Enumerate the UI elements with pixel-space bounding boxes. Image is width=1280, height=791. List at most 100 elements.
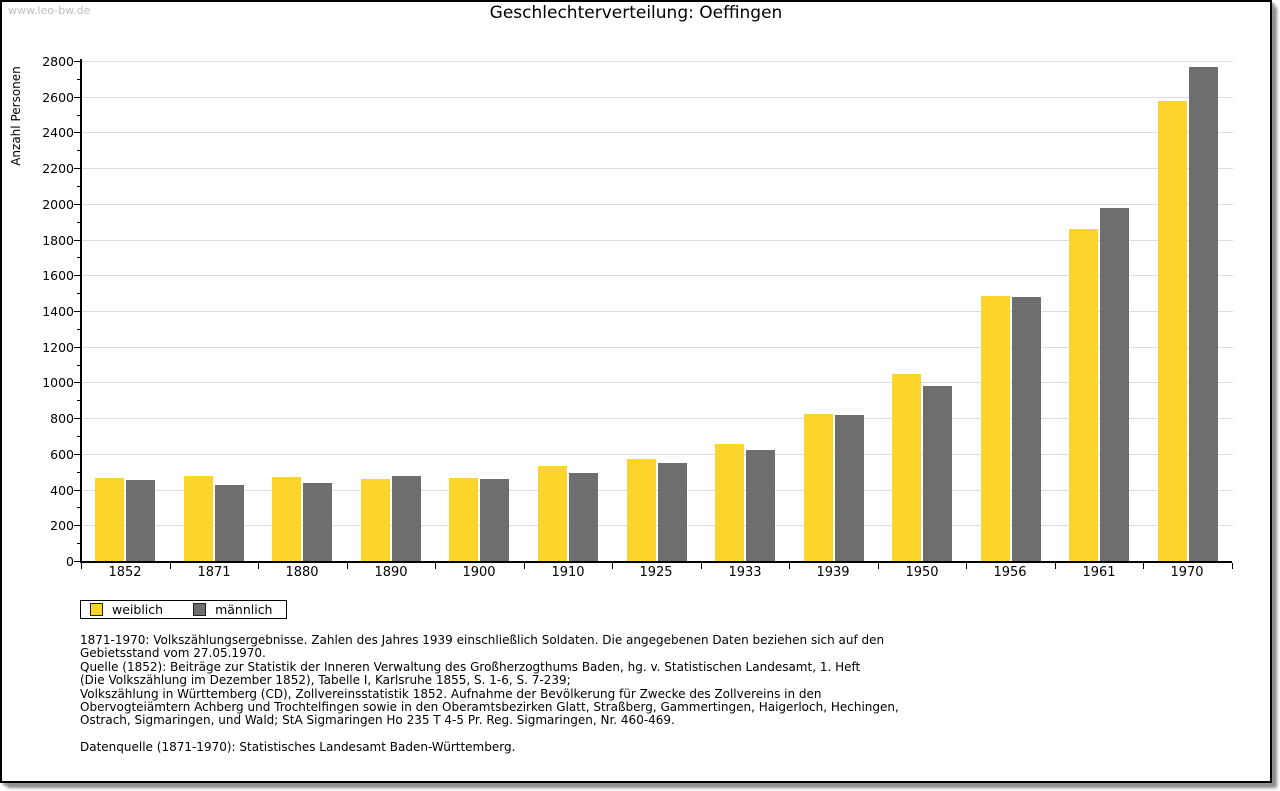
x-category-label: 1956 <box>993 565 1027 580</box>
y-tick <box>74 418 81 419</box>
x-tick <box>1055 563 1056 569</box>
y-minor-tick <box>77 222 81 223</box>
y-tick-label: 0 <box>66 554 74 569</box>
y-gridline <box>82 61 1233 62</box>
y-gridline <box>82 204 1233 205</box>
y-gridline <box>82 132 1233 133</box>
bar-weiblich-1933 <box>715 444 744 561</box>
x-category-label: 1880 <box>285 565 319 580</box>
y-gridline <box>82 168 1233 169</box>
footnote-line: Quelle (1852): Beiträge zur Statistik de… <box>80 659 861 674</box>
x-category-label: 1950 <box>905 565 939 580</box>
bar-weiblich-1956 <box>981 296 1010 561</box>
footnote-line: Obervogteiämtern Achberg und Trochtelfin… <box>80 700 899 715</box>
x-category-label: 1871 <box>197 565 231 580</box>
y-minor-tick <box>77 329 81 330</box>
bar-maennlich-1871 <box>215 485 244 561</box>
x-axis-line <box>80 561 1232 563</box>
bar-maennlich-1956 <box>1012 297 1041 561</box>
y-tick <box>74 240 81 241</box>
bar-maennlich-1852 <box>126 480 155 561</box>
legend-label-weiblich: weiblich <box>112 602 164 617</box>
bar-weiblich-1852 <box>95 478 124 561</box>
bar-weiblich-1880 <box>272 477 301 561</box>
y-gridline <box>82 382 1233 383</box>
bar-weiblich-1910 <box>538 466 567 561</box>
y-tick-label: 2600 <box>42 90 74 105</box>
x-tick <box>258 563 259 569</box>
x-category-label: 1961 <box>1082 565 1116 580</box>
x-tick <box>435 563 436 569</box>
y-minor-tick <box>77 507 81 508</box>
y-tick <box>74 382 81 383</box>
y-gridline <box>82 525 1233 526</box>
x-category-label: 1939 <box>816 565 850 580</box>
y-axis-label: Anzahl Personen <box>9 66 23 166</box>
y-tick <box>74 561 81 562</box>
bar-weiblich-1871 <box>184 476 213 561</box>
y-minor-tick <box>77 293 81 294</box>
y-tick-label: 1400 <box>42 304 74 319</box>
y-tick-label: 1600 <box>42 268 74 283</box>
x-category-label: 1910 <box>551 565 585 580</box>
y-tick-label: 200 <box>50 518 74 533</box>
footnote-line: Volkszählung in Württemberg (CD), Zollve… <box>80 686 822 701</box>
bar-maennlich-1890 <box>392 476 421 561</box>
x-tick <box>81 563 82 569</box>
bar-weiblich-1939 <box>804 414 833 561</box>
y-gridline <box>82 418 1233 419</box>
footnote-line: Gebietsstand vom 27.05.1970. <box>80 646 266 661</box>
y-tick <box>74 347 81 348</box>
y-tick-label: 400 <box>50 483 74 498</box>
y-tick <box>74 132 81 133</box>
y-minor-tick <box>77 150 81 151</box>
bar-maennlich-1880 <box>303 483 332 561</box>
maennlich-swatch-icon <box>193 603 207 616</box>
y-tick-label: 1200 <box>42 340 74 355</box>
x-tick <box>1143 563 1144 569</box>
y-minor-tick <box>77 115 81 116</box>
y-tick-label: 2400 <box>42 125 74 140</box>
y-minor-tick <box>77 543 81 544</box>
x-category-label: 1933 <box>728 565 762 580</box>
bar-weiblich-1950 <box>892 374 921 561</box>
y-tick <box>74 204 81 205</box>
footnote-line: (Die Volkszählung im Dezember 1852), Tab… <box>80 673 571 688</box>
x-category-label: 1852 <box>108 565 142 580</box>
x-tick <box>966 563 967 569</box>
y-gridline <box>82 490 1233 491</box>
bar-maennlich-1925 <box>658 463 687 561</box>
y-tick <box>74 525 81 526</box>
footnotes: 1871-1970: Volkszählungsergebnisse. Zahl… <box>80 633 899 728</box>
datasource-line: Datenquelle (1871-1970): Statistisches L… <box>80 740 516 754</box>
bar-weiblich-1925 <box>627 459 656 561</box>
x-tick <box>612 563 613 569</box>
x-tick <box>789 563 790 569</box>
y-tick <box>74 61 81 62</box>
bar-weiblich-1900 <box>449 478 478 561</box>
x-tick <box>701 563 702 569</box>
x-category-label: 1970 <box>1170 565 1204 580</box>
y-minor-tick <box>77 257 81 258</box>
bar-maennlich-1961 <box>1100 208 1129 561</box>
y-tick-label: 1000 <box>42 375 74 390</box>
bar-maennlich-1939 <box>835 415 864 561</box>
y-tick <box>74 168 81 169</box>
bar-maennlich-1910 <box>569 473 598 561</box>
y-minor-tick <box>77 400 81 401</box>
chart-title: Geschlechterverteilung: Oeffingen <box>489 3 783 23</box>
y-gridline <box>82 311 1233 312</box>
x-tick <box>524 563 525 569</box>
y-tick-label: 800 <box>50 411 74 426</box>
y-minor-tick <box>77 79 81 80</box>
y-tick-label: 1800 <box>42 233 74 248</box>
y-minor-tick <box>77 186 81 187</box>
bar-maennlich-1933 <box>746 450 775 561</box>
weiblich-swatch-icon <box>90 603 103 616</box>
legend: weiblich männlich <box>80 600 288 619</box>
y-gridline <box>82 240 1233 241</box>
y-tick-label: 2000 <box>42 197 74 212</box>
y-gridline <box>82 347 1233 348</box>
y-tick <box>74 275 81 276</box>
